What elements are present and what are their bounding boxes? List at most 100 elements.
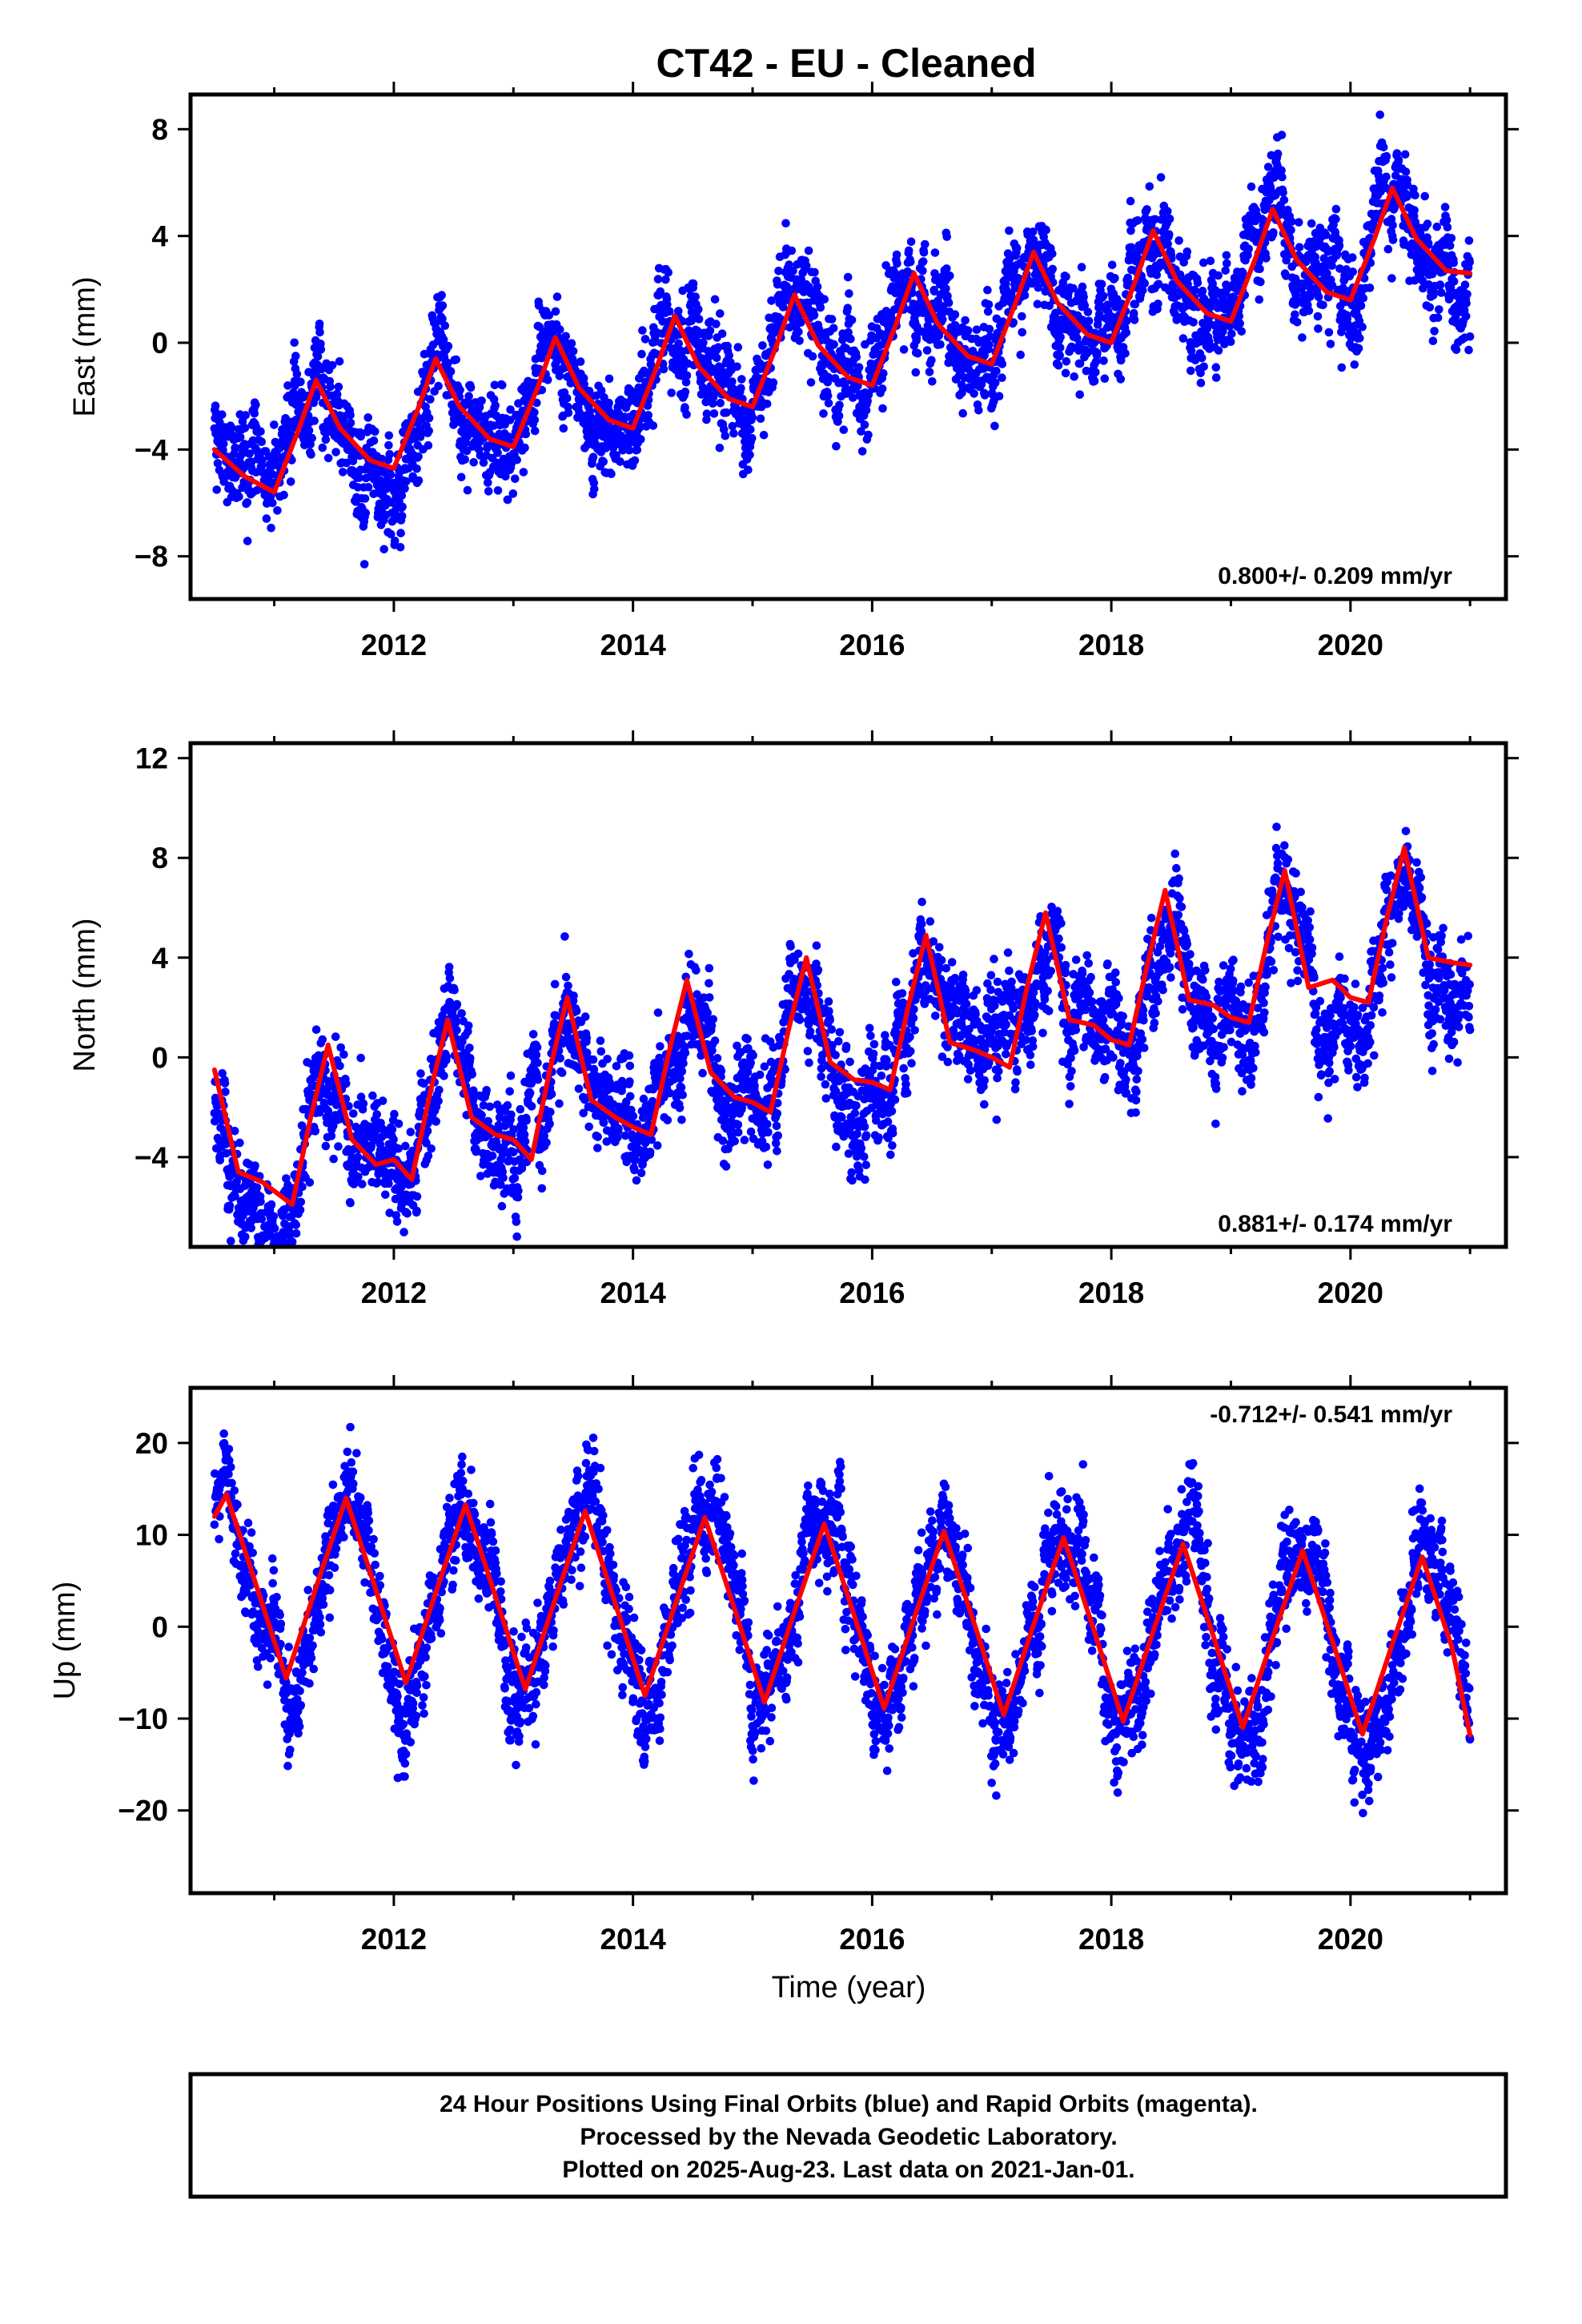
data-point [218, 410, 227, 419]
data-point [551, 307, 560, 316]
data-point [371, 427, 379, 436]
data-point [584, 387, 594, 396]
data-point [1435, 305, 1443, 314]
x-tick-label: 2012 [361, 629, 427, 661]
data-point [588, 452, 598, 461]
data-point [1206, 256, 1215, 266]
data-point [501, 472, 510, 481]
data-point [484, 487, 493, 496]
data-point [240, 424, 250, 432]
data-point [1061, 368, 1070, 378]
data-point [1214, 346, 1223, 355]
data-point [843, 272, 853, 282]
data-point [259, 1250, 267, 1259]
data-point [437, 291, 446, 300]
data-point [756, 414, 765, 424]
data-point [1465, 258, 1474, 267]
data-point [477, 1111, 486, 1120]
data-point [618, 446, 628, 455]
data-point [556, 325, 564, 334]
data-point [305, 1178, 315, 1187]
data-point [1432, 222, 1442, 231]
data-point [631, 1156, 640, 1164]
data-point [533, 1075, 543, 1084]
data-point [636, 435, 645, 444]
data-point [1269, 228, 1278, 237]
data-point [543, 376, 552, 384]
data-point [489, 421, 498, 430]
data-point [810, 267, 819, 277]
data-point [1278, 172, 1287, 182]
data-point [272, 1261, 281, 1270]
data-point [1460, 280, 1470, 290]
data-point [512, 455, 521, 464]
data-point [589, 478, 599, 488]
data-point [1237, 327, 1246, 336]
data-point [681, 378, 691, 387]
data-point [726, 358, 735, 367]
data-point [361, 509, 371, 517]
data-point [276, 1267, 285, 1276]
data-point [699, 338, 708, 348]
data-point [310, 416, 319, 425]
data-point [998, 360, 1007, 368]
data-point [816, 303, 825, 312]
data-point [1197, 353, 1207, 363]
data-point [1452, 345, 1461, 355]
data-point [1133, 216, 1142, 225]
data-point [564, 408, 573, 417]
data-point [542, 1138, 551, 1147]
data-point [1256, 277, 1265, 287]
data-point [804, 246, 813, 255]
x-tick-label: 2016 [839, 629, 905, 661]
data-point [537, 1166, 547, 1176]
data-point [717, 329, 727, 339]
y-axis-label: East (mm) [68, 276, 102, 416]
data-point [555, 1099, 564, 1108]
data-point [400, 484, 409, 493]
data-point [928, 377, 937, 386]
data-point [1070, 372, 1078, 381]
data-point [1464, 345, 1473, 355]
data-point [624, 1051, 634, 1060]
data-point [1005, 226, 1014, 235]
data-point [331, 448, 340, 456]
data-point [1375, 111, 1384, 119]
data-point [994, 392, 1004, 401]
data-point [984, 300, 994, 309]
data-point [334, 1142, 343, 1151]
data-point [493, 448, 502, 457]
data-point [381, 1190, 390, 1200]
data-point [490, 380, 500, 390]
data-point [533, 1058, 542, 1068]
data-point [466, 383, 476, 392]
data-point [1186, 366, 1195, 376]
data-point [251, 400, 260, 409]
data-point [360, 494, 370, 503]
data-point [390, 537, 400, 545]
data-point [402, 476, 411, 486]
data-point [225, 1201, 235, 1210]
data-point [1314, 324, 1323, 333]
data-point [555, 372, 564, 380]
data-point [809, 311, 819, 320]
data-point [363, 483, 373, 492]
data-point [291, 352, 300, 360]
data-point [1449, 277, 1459, 286]
data-point [497, 1201, 507, 1211]
data-point [1077, 263, 1086, 271]
data-point [1196, 378, 1206, 388]
data-point [664, 267, 673, 277]
data-point [846, 334, 855, 344]
data-point [712, 353, 721, 363]
data-point [503, 1101, 512, 1110]
data-point [1018, 328, 1026, 337]
data-point [733, 343, 743, 352]
data-point [506, 1071, 516, 1080]
data-point [356, 432, 366, 441]
data-point [614, 1124, 623, 1133]
data-point [564, 981, 572, 991]
data-point [313, 352, 323, 361]
data-point [716, 364, 725, 373]
data-point [321, 435, 331, 444]
